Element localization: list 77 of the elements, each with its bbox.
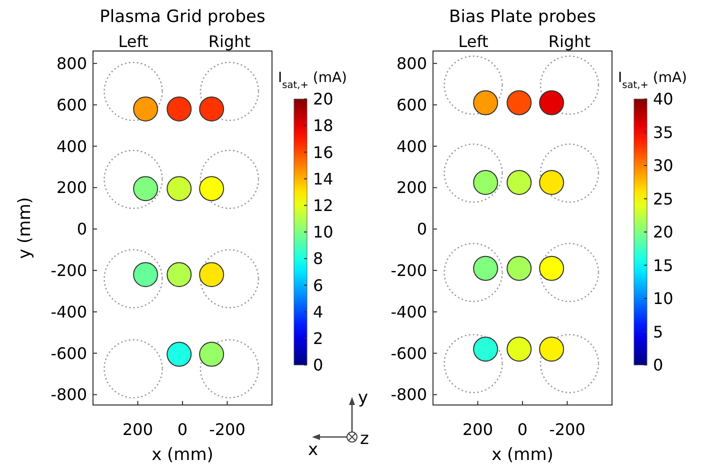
color-bar-title: I$_{sat,+}$ (mA) <box>278 70 348 90</box>
color-bar-label: 20 <box>313 90 334 109</box>
annotation: Left <box>458 32 488 51</box>
y-tick-label: 0 <box>416 220 427 239</box>
color-bar-label: 15 <box>653 256 674 275</box>
color-bar-label: 6 <box>313 276 324 295</box>
point <box>199 96 224 122</box>
x-tick-label: 0 <box>517 420 528 439</box>
color-bar-label: 0 <box>653 356 664 375</box>
point <box>133 96 158 122</box>
point <box>199 262 224 288</box>
point <box>539 90 564 116</box>
y-tick-label: -800 <box>390 385 427 404</box>
text: z <box>360 429 369 449</box>
x-tick-label: 200 <box>122 420 154 439</box>
point <box>539 336 564 362</box>
x-tick-label: -200 <box>209 420 246 439</box>
color-bar-label: 35 <box>653 122 674 142</box>
chart-title: Plasma Grid probes <box>100 7 266 27</box>
chart-title: Bias Plate probes <box>449 7 596 27</box>
point <box>166 96 192 122</box>
y-tick-label: -200 <box>50 261 87 280</box>
annotation: Right <box>548 32 591 51</box>
y-tick-label: 600 <box>396 95 427 114</box>
y-tick-label: 200 <box>56 178 87 198</box>
x-tick-label: 200 <box>462 420 494 439</box>
y-tick-label: -600 <box>50 344 87 363</box>
text: x <box>308 440 318 460</box>
y-tick-label: -400 <box>50 302 87 322</box>
y-tick-label: -200 <box>390 261 427 280</box>
point <box>506 90 532 116</box>
point <box>166 262 192 288</box>
annotation: Left <box>118 32 148 51</box>
point <box>166 342 192 367</box>
point <box>166 176 192 202</box>
color-bar-label: 10 <box>313 222 334 242</box>
point <box>473 336 498 362</box>
color-bar-label: 0 <box>313 356 324 375</box>
point <box>199 342 224 367</box>
text: y <box>358 388 368 408</box>
color-bar-label: 2 <box>313 329 324 348</box>
y-tick-label: 0 <box>76 220 87 239</box>
x-axis-title: x (mm) <box>492 445 554 465</box>
color-bar-label: 18 <box>313 116 334 136</box>
y-axis-title: y (mm) <box>15 197 35 259</box>
y-tick-label: 600 <box>56 95 87 114</box>
color-bar-label: 40 <box>653 90 674 109</box>
point <box>506 170 532 195</box>
point <box>539 170 564 195</box>
color-bar-label: 5 <box>653 322 664 342</box>
x-tick-label: 0 <box>177 420 188 439</box>
color-bar-label: 12 <box>313 196 334 215</box>
y-tick-label: 800 <box>396 54 427 74</box>
x-axis-title: x (mm) <box>152 445 214 465</box>
annotation: Right <box>208 32 251 51</box>
color-bar-label: 4 <box>313 302 324 322</box>
y-tick-label: -400 <box>390 302 427 322</box>
y-tick-label: -600 <box>390 344 427 363</box>
color-bar-label: 16 <box>313 142 334 162</box>
y-tick-label: 200 <box>396 178 427 198</box>
point <box>539 256 564 281</box>
y-tick-label: -800 <box>50 385 87 404</box>
point <box>473 90 498 116</box>
color-bar-label: 30 <box>653 156 674 176</box>
color-bar-label: 10 <box>653 289 674 308</box>
color-bar-label: 20 <box>653 222 674 242</box>
point <box>506 256 532 281</box>
point <box>199 176 224 202</box>
y-tick-label: 400 <box>56 136 87 156</box>
color-bar-title: I$_{sat,+}$ (mA) <box>618 70 688 90</box>
y-tick-label: 800 <box>56 54 87 74</box>
x-tick-label: -200 <box>549 420 586 439</box>
color-bar-label: 14 <box>313 169 334 188</box>
color-bar-label: 8 <box>313 249 324 268</box>
color-bar-label: 25 <box>653 189 674 208</box>
y-tick-label: 400 <box>396 136 427 156</box>
point <box>506 336 532 362</box>
